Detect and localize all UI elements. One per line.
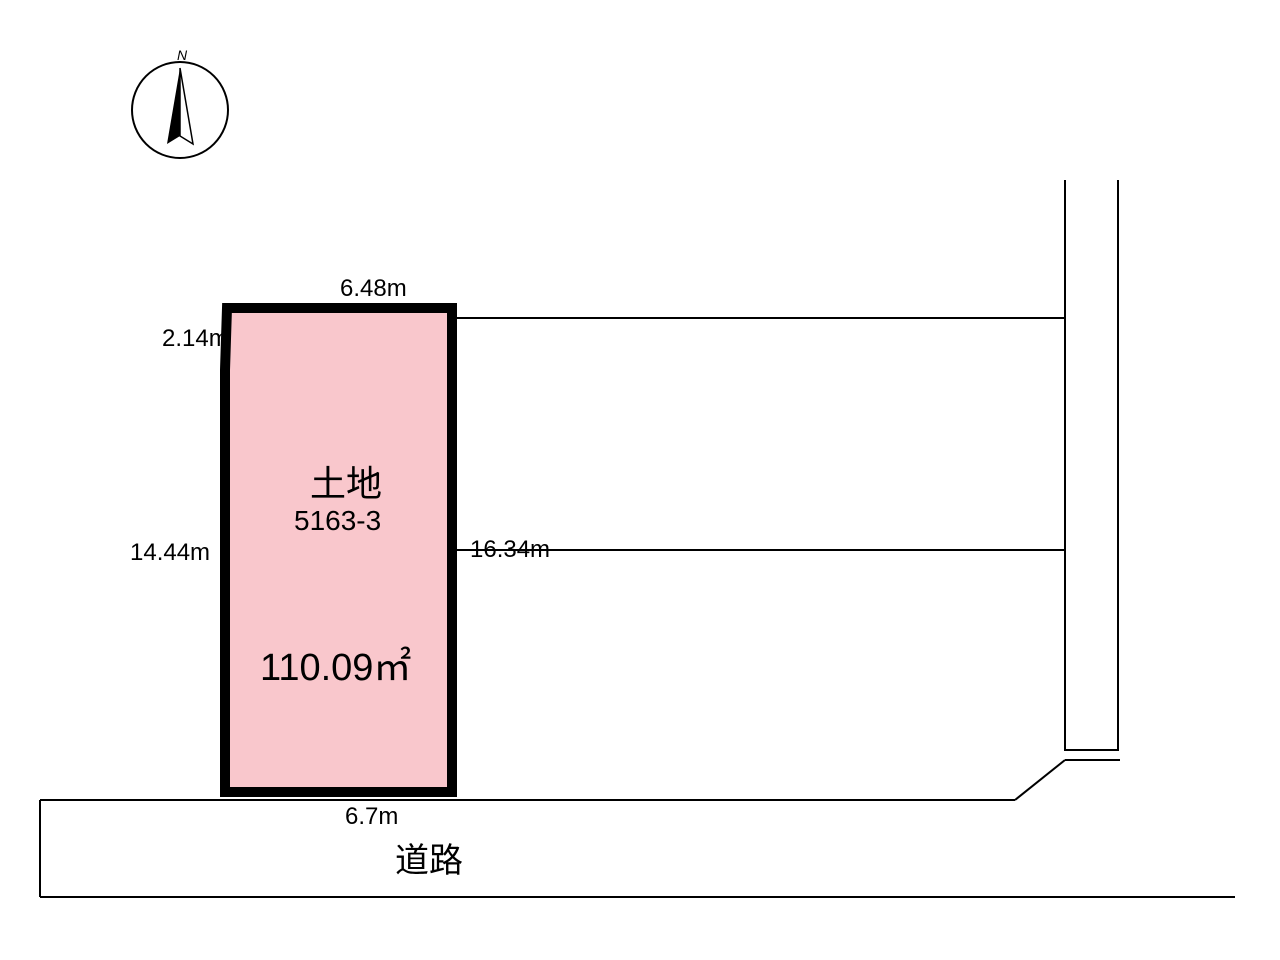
lot-area: 110.09㎡ [260, 647, 411, 689]
dim-top-left: 2.14m [162, 325, 229, 352]
context-lines [40, 180, 1235, 897]
dim-top: 6.48m [340, 275, 407, 302]
context-line [1065, 180, 1118, 750]
lot-number: 5163-3 [294, 505, 381, 536]
dim-bottom: 6.7m [345, 803, 398, 830]
lot-title: 土地 [310, 463, 382, 504]
context-line [1015, 760, 1065, 800]
compass-north-icon: N [132, 47, 228, 158]
dim-left: 14.44m [130, 539, 210, 566]
road-label: 道路 [395, 842, 463, 880]
land-parcel [225, 308, 452, 792]
dim-right: 16.34m [470, 536, 550, 563]
compass-n-label: N [177, 47, 188, 63]
